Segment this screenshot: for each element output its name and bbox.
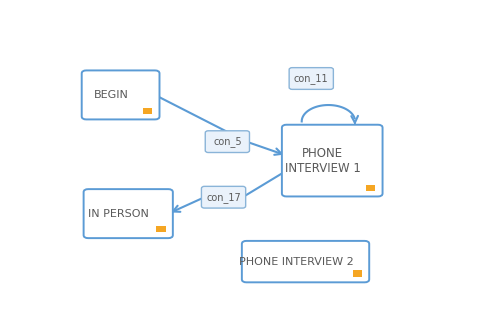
FancyBboxPatch shape (82, 71, 159, 119)
FancyBboxPatch shape (282, 125, 383, 196)
FancyBboxPatch shape (205, 131, 249, 153)
FancyBboxPatch shape (366, 185, 375, 191)
Text: PHONE INTERVIEW 2: PHONE INTERVIEW 2 (239, 256, 353, 267)
FancyBboxPatch shape (353, 271, 362, 277)
FancyBboxPatch shape (289, 68, 334, 89)
FancyBboxPatch shape (84, 189, 173, 238)
FancyBboxPatch shape (156, 226, 166, 232)
Text: IN PERSON: IN PERSON (88, 209, 149, 219)
FancyBboxPatch shape (242, 241, 369, 282)
Text: PHONE
INTERVIEW 1: PHONE INTERVIEW 1 (285, 147, 361, 174)
Text: con_17: con_17 (206, 192, 241, 203)
Text: BEGIN: BEGIN (93, 90, 128, 100)
FancyBboxPatch shape (201, 186, 246, 208)
Text: con_11: con_11 (294, 73, 329, 84)
FancyBboxPatch shape (143, 108, 152, 113)
Text: con_5: con_5 (213, 136, 242, 147)
